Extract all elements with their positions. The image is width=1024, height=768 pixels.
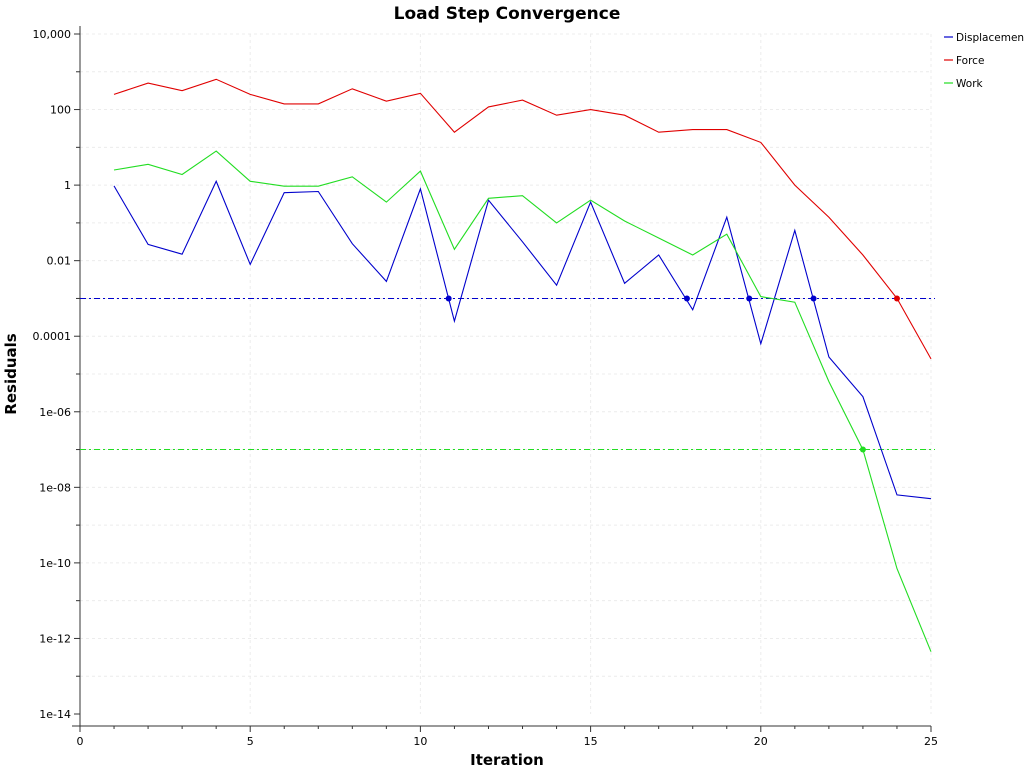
y-tick-label: 1e-10 [39,557,71,570]
x-tick-label: 5 [247,735,254,748]
y-axis-label: Residuals [2,333,20,414]
y-tick-label: 1e-14 [39,708,71,721]
series-line-force [113,78,932,360]
axes-layer: 10,00010010.010.00011e-061e-081e-101e-12… [33,26,938,748]
legend-label-force: Force [956,55,984,67]
threshold-layer [80,297,935,451]
convergence-marker-displacement [445,295,452,302]
marker-layer [445,295,900,453]
convergence-marker-work [859,446,866,453]
series-layer [113,78,932,652]
y-tick-label: 10,000 [33,28,72,41]
series-line-displacement [113,179,932,500]
chart-title: Load Step Convergence [394,4,621,24]
legend-label-work: Work [956,78,984,90]
y-tick-label: 0.0001 [33,330,72,343]
convergence-marker-displacement [746,295,753,302]
x-tick-label: 0 [77,735,84,748]
x-tick-label: 20 [754,735,768,748]
y-tick-label: 1e-06 [39,406,71,419]
series-line-work [113,150,932,652]
y-tick-label: 100 [50,104,71,117]
x-tick-label: 10 [413,735,427,748]
y-tick-label: 1e-08 [39,481,71,494]
convergence-marker-displacement [683,295,690,302]
x-tick-label: 25 [924,735,938,748]
legend: Displacement Force Work [944,32,1024,90]
convergence-marker-displacement [810,295,817,302]
y-tick-label: 1 [64,179,71,192]
x-axis-label: Iteration [470,751,544,768]
legend-label-displacement: Displacement [956,32,1024,44]
x-tick-label: 15 [584,735,598,748]
convergence-marker-force [893,295,900,302]
y-tick-label: 0.01 [47,255,72,268]
y-tick-label: 1e-12 [39,632,71,645]
